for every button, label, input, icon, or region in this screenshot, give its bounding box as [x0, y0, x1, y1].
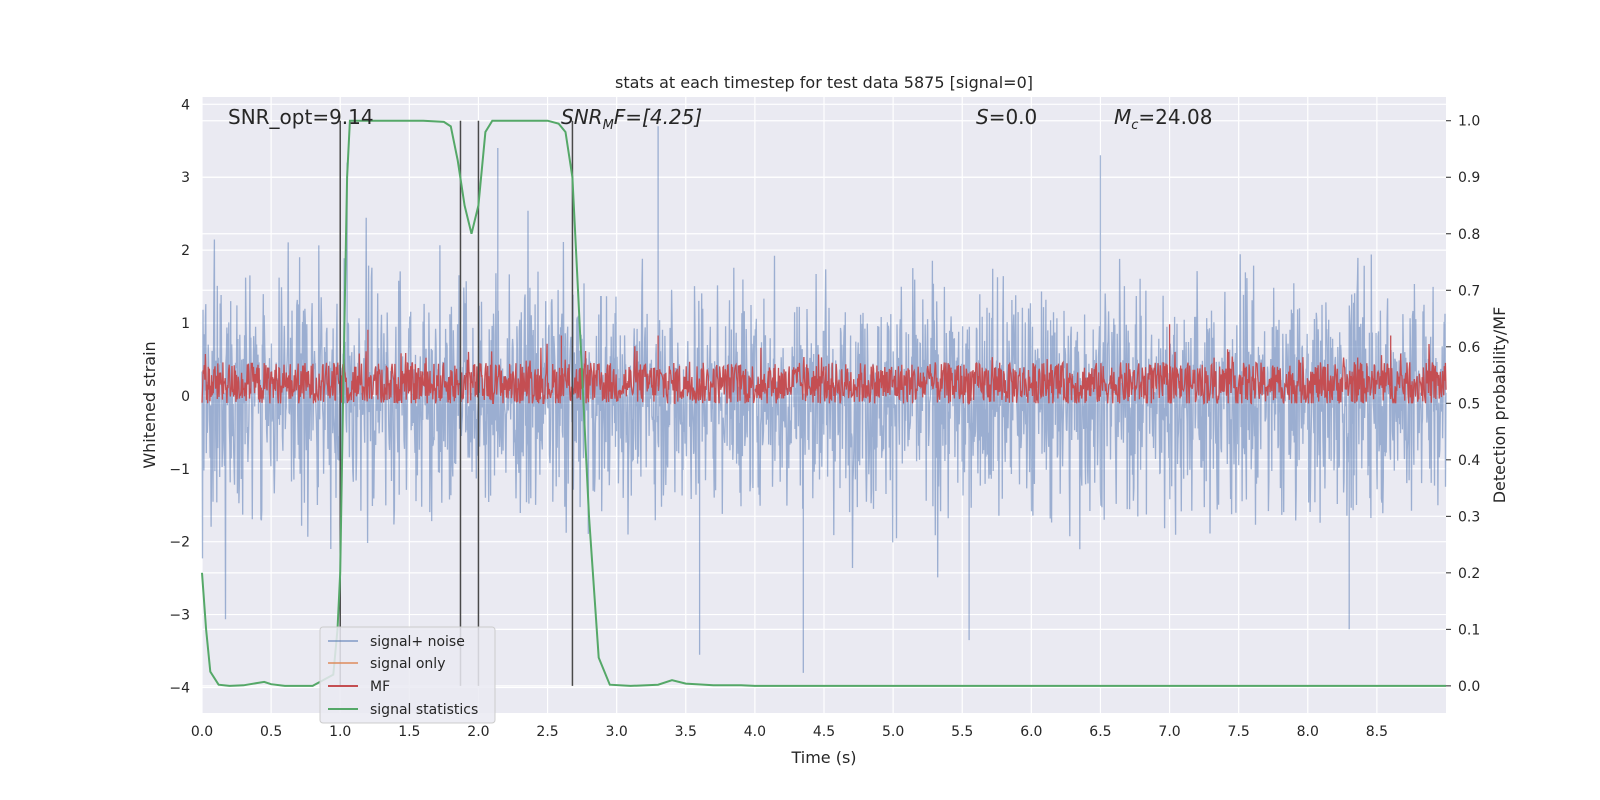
- x-tick-label: 1.5: [398, 724, 420, 740]
- y-tick-label: −1: [169, 462, 190, 478]
- legend: signal+ noise signal only MF signal stat…: [319, 626, 496, 724]
- annotation-s: S=0.0: [976, 105, 1037, 129]
- x-axis-label: Time (s): [790, 748, 856, 767]
- x-tick-label: 4.0: [744, 724, 766, 740]
- y-tick-label: 4: [181, 97, 190, 113]
- x-tick-label: 8.0: [1297, 724, 1319, 740]
- legend-label-signal-noise: signal+ noise: [370, 634, 465, 650]
- x-tick-label: 5.0: [882, 724, 904, 740]
- y2-tick-label: 0.7: [1458, 283, 1480, 299]
- y-tick-label: −4: [169, 680, 190, 696]
- y2-tick-label: 0.9: [1458, 170, 1480, 186]
- y-axis-label: Whitened strain: [140, 341, 159, 468]
- x-tick-label: 7.0: [1158, 724, 1180, 740]
- y-tick-label: 2: [181, 243, 190, 259]
- x-tick-label: 6.5: [1089, 724, 1111, 740]
- y2-axis-label: Detection probability/MF: [1490, 307, 1509, 504]
- legend-label-signal-statistics: signal statistics: [370, 702, 478, 718]
- annotation-snr-opt: SNR_opt=9.14: [228, 105, 374, 129]
- y2-tick-label: 0.6: [1458, 340, 1480, 356]
- y2-axis-ticks: 1.0 0.9 0.8 0.7 0.6 0.5 0.4 0.3 0.2 0.1 0.0: [1446, 114, 1480, 695]
- y2-tick-label: 0.2: [1458, 566, 1480, 582]
- annotation-snr-mf: SNRMF=[4.25]: [561, 105, 702, 133]
- y-tick-label: 0: [181, 389, 190, 405]
- legend-frame: [319, 626, 496, 724]
- x-tick-label: 5.5: [951, 724, 973, 740]
- chart-title: stats at each timestep for test data 587…: [615, 73, 1033, 92]
- x-tick-label: 1.0: [329, 724, 351, 740]
- x-tick-label: 3.0: [606, 724, 628, 740]
- x-tick-label: 0.0: [191, 724, 213, 740]
- y2-tick-label: 1.0: [1458, 114, 1480, 130]
- annotation-mc: Mc=24.08: [1114, 105, 1212, 133]
- y2-tick-label: 0.1: [1458, 622, 1480, 638]
- y2-tick-label: 0.8: [1458, 227, 1480, 243]
- x-tick-label: 2.5: [536, 724, 558, 740]
- x-tick-label: 8.5: [1366, 724, 1388, 740]
- y2-tick-label: 0.4: [1458, 453, 1480, 469]
- y-tick-label: 1: [181, 316, 190, 332]
- x-tick-label: 6.0: [1020, 724, 1042, 740]
- x-tick-label: 7.5: [1228, 724, 1250, 740]
- signal-statistics-line: [201, 119, 1446, 687]
- x-tick-label: 2.0: [467, 724, 489, 740]
- y-tick-label: 3: [181, 170, 190, 186]
- y2-tick-label: 0.0: [1458, 679, 1480, 695]
- y-tick-label: −3: [169, 608, 190, 624]
- series-signal-statistics: [201, 119, 1446, 687]
- y-tick-label: −2: [169, 535, 190, 551]
- x-tick-label: 0.5: [260, 724, 282, 740]
- y2-tick-label: 0.3: [1458, 509, 1480, 525]
- y2-tick-label: 0.5: [1458, 396, 1480, 412]
- x-axis-ticks: 0.0 0.5 1.0 1.5 2.0 2.5 3.0 3.5 4.0 4.5 5.0 5.5 6.0 6…: [191, 724, 1388, 740]
- legend-label-mf: MF: [370, 679, 390, 695]
- x-tick-label: 4.5: [813, 724, 835, 740]
- y-axis-ticks: 4 3 2 1 0 −1 −2 −3 −4: [169, 97, 190, 696]
- x-tick-label: 3.5: [675, 724, 697, 740]
- legend-label-signal-only: signal only: [370, 656, 445, 672]
